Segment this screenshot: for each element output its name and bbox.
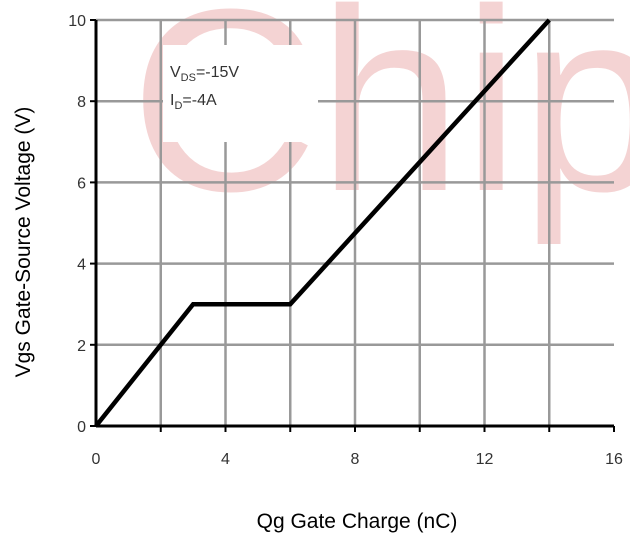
- annotation-vds-main: V: [170, 64, 181, 81]
- y-tick-label: 8: [77, 94, 86, 111]
- annotation-vds-sub: DS: [181, 72, 196, 84]
- annotation-id-main: I: [170, 92, 174, 109]
- y-tick-label: 6: [77, 175, 86, 192]
- annotation-box: VDS=-15V ID=-4A: [163, 45, 318, 142]
- y-tick-label: 0: [77, 419, 86, 436]
- annotation-background: [163, 45, 318, 142]
- y-tick-labels: 0 2 4 6 8 10: [68, 13, 86, 436]
- axes: [90, 19, 615, 432]
- annotation-id: ID=-4A: [170, 92, 217, 112]
- x-tick-label: 12: [476, 451, 494, 468]
- annotation-vds: VDS=-15V: [170, 64, 239, 84]
- annotation-id-sub: D: [174, 100, 182, 112]
- series-line: [94, 18, 551, 428]
- y-tick-label: 10: [68, 13, 86, 30]
- series: [94, 18, 551, 428]
- x-tick-label: 16: [605, 451, 623, 468]
- y-tick-label: 2: [77, 338, 86, 355]
- x-tick-label: 0: [92, 451, 101, 468]
- annotation-id-value: =-4A: [182, 92, 217, 109]
- x-tick-label: 4: [221, 451, 230, 468]
- annotation-vds-value: =-15V: [196, 64, 239, 81]
- x-tick-labels: 0 4 8 12 16: [92, 451, 623, 468]
- x-tick-label: 8: [351, 451, 360, 468]
- x-axis-title: Qg Gate Charge (nC): [257, 510, 458, 533]
- y-tick-label: 4: [77, 257, 86, 274]
- y-axis-title: Vgs Gate-Source Voltage (V): [12, 107, 35, 378]
